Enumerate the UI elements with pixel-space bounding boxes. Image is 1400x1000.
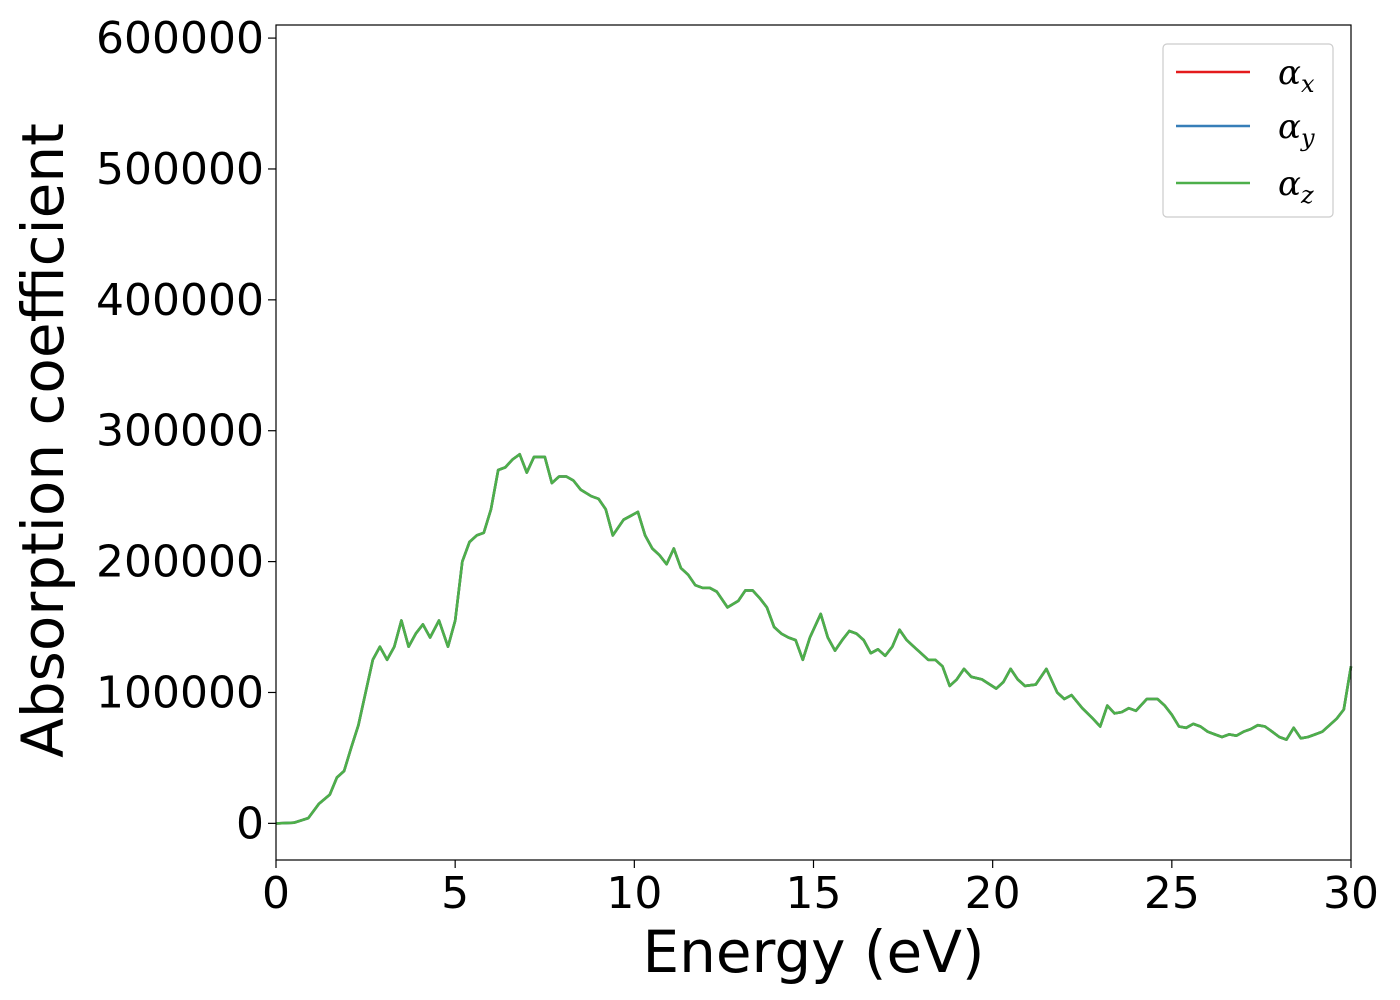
series-line-α_x	[275, 453, 1353, 825]
legend-box	[1162, 43, 1334, 218]
legend-label: αz	[1278, 164, 1314, 209]
x-tick-label: 5	[441, 868, 469, 919]
y-tick-label: 500000	[96, 144, 264, 195]
y-tick-label: 0	[236, 798, 264, 849]
x-tick-label: 0	[262, 868, 290, 919]
x-tick-label: 15	[786, 868, 842, 919]
series-lines	[275, 453, 1353, 825]
legend-label-subscript: z	[1300, 181, 1314, 209]
y-tick-label: 400000	[96, 275, 264, 326]
x-axis-ticks: 0 5 10 15 20 25 30	[262, 860, 1379, 919]
x-tick-label: 10	[606, 868, 662, 919]
legend-label-subscript: y	[1300, 124, 1315, 152]
legend-label: αx	[1278, 53, 1315, 98]
series-line-α_z	[275, 453, 1353, 825]
legend-label: αy	[1278, 107, 1315, 152]
series-line-α_y	[275, 453, 1353, 825]
legend-label-subscript: x	[1301, 70, 1315, 98]
y-tick-label: 100000	[96, 667, 264, 718]
legend-label-symbol: α	[1278, 164, 1301, 204]
y-axis-ticks: 0 100000 200000 300000 400000 500000 600000	[96, 13, 276, 849]
y-tick-label: 600000	[96, 13, 264, 64]
y-tick-label: 200000	[96, 537, 264, 588]
legend-label-symbol: α	[1278, 53, 1301, 93]
x-axis-label: Energy (eV)	[642, 918, 984, 986]
x-tick-label: 20	[965, 868, 1021, 919]
x-tick-label: 25	[1144, 868, 1200, 919]
y-axis-label: Absorption coefficient	[9, 123, 77, 758]
y-tick-label: 300000	[96, 406, 264, 457]
legend-label-symbol: α	[1278, 107, 1301, 147]
x-tick-label: 30	[1323, 868, 1379, 919]
